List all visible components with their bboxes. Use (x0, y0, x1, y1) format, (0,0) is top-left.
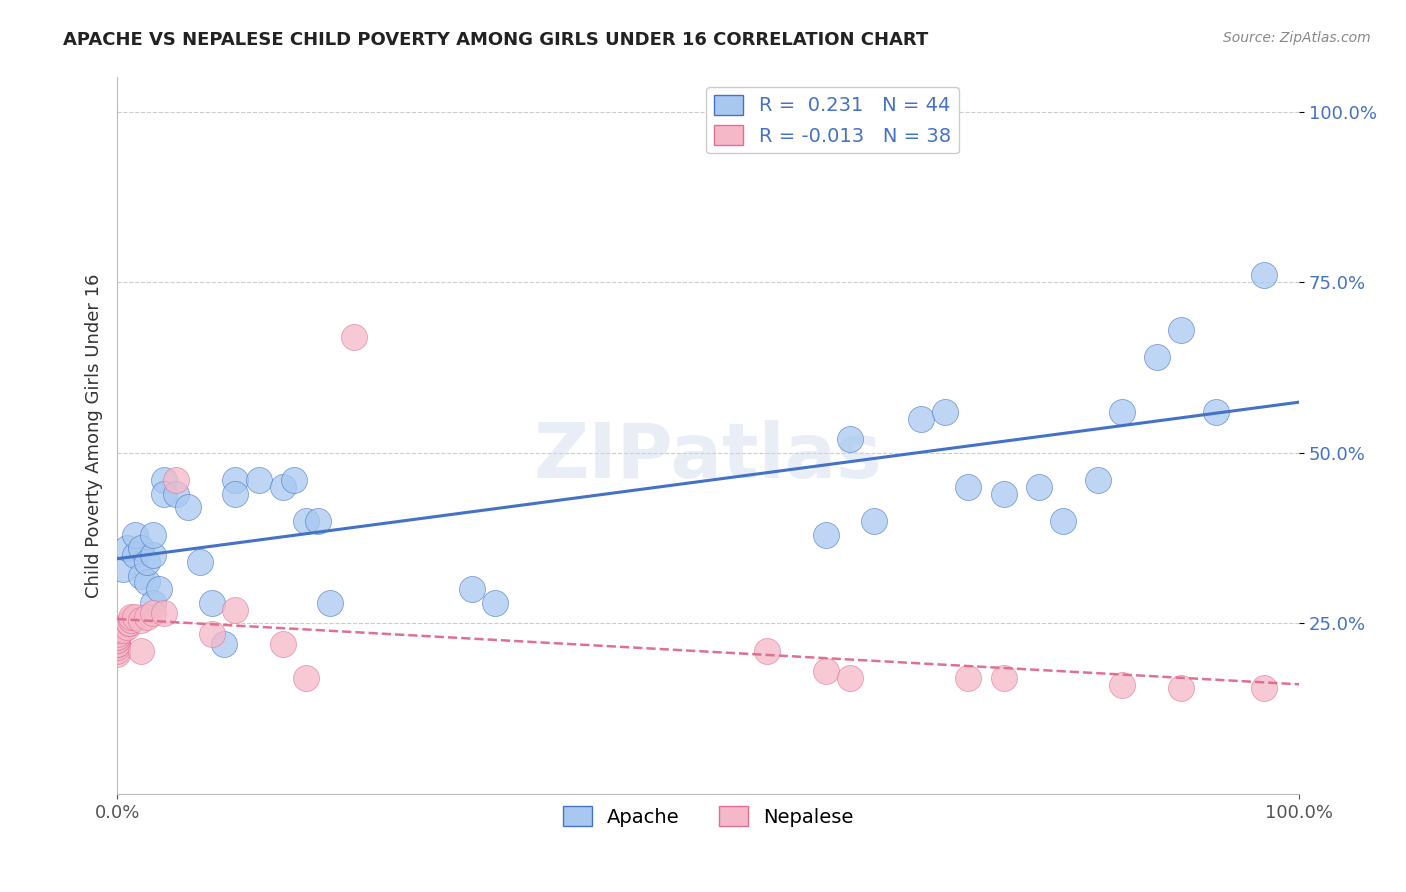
Point (295, 514, 318, 528)
Point (993, 487, 1015, 501)
Point (815, 664, 838, 678)
Point (224, 487, 246, 501)
Point (993, 671, 1015, 685)
Point (142, 606, 165, 620)
Point (142, 596, 165, 610)
Point (129, 568, 152, 582)
Point (118, 616, 141, 631)
Point (124, 609, 146, 624)
Point (271, 637, 294, 651)
Point (1253, 681, 1275, 696)
Point (815, 527, 838, 541)
Point (142, 527, 165, 541)
Point (105, 630, 128, 644)
Point (319, 596, 342, 610)
Point (1170, 681, 1192, 696)
Point (957, 671, 980, 685)
Point (105, 633, 128, 648)
Point (153, 473, 176, 487)
Point (342, 330, 364, 344)
Point (135, 575, 157, 590)
Point (105, 637, 128, 651)
Point (153, 487, 176, 501)
Point (129, 541, 152, 556)
Point (105, 647, 128, 661)
Point (201, 596, 224, 610)
Point (910, 411, 932, 425)
Point (295, 671, 318, 685)
Point (957, 480, 980, 494)
Point (177, 500, 200, 515)
Point (105, 637, 128, 651)
Point (484, 596, 506, 610)
Text: ZIPatlas: ZIPatlas (534, 420, 883, 494)
Y-axis label: Child Poverty Among Girls Under 16: Child Poverty Among Girls Under 16 (86, 274, 103, 598)
Point (105, 640, 128, 655)
Point (105, 630, 128, 644)
Point (1146, 351, 1168, 365)
Point (1253, 268, 1275, 283)
Point (271, 480, 294, 494)
Point (934, 405, 956, 419)
Point (224, 473, 246, 487)
Point (118, 616, 141, 631)
Point (839, 671, 862, 685)
Point (756, 644, 779, 658)
Point (120, 609, 142, 624)
Point (165, 473, 187, 487)
Point (862, 514, 884, 528)
Point (165, 487, 187, 501)
Point (129, 613, 152, 627)
Point (283, 473, 305, 487)
Point (105, 626, 128, 640)
Legend: Apache, Nepalese: Apache, Nepalese (555, 798, 862, 835)
Point (115, 541, 138, 556)
Point (153, 606, 176, 620)
Point (1111, 405, 1133, 419)
Point (1087, 473, 1109, 487)
Point (1205, 405, 1227, 419)
Point (135, 609, 157, 624)
Point (1170, 323, 1192, 337)
Point (112, 624, 135, 638)
Point (124, 548, 146, 562)
Point (105, 624, 128, 638)
Point (461, 582, 484, 597)
Point (105, 644, 128, 658)
Point (247, 473, 270, 487)
Point (148, 582, 170, 597)
Point (142, 548, 165, 562)
Text: Source: ZipAtlas.com: Source: ZipAtlas.com (1223, 31, 1371, 45)
Point (120, 613, 142, 627)
Point (188, 555, 211, 569)
Point (1028, 480, 1050, 494)
Point (224, 603, 246, 617)
Point (105, 633, 128, 648)
Point (1052, 514, 1074, 528)
Point (124, 527, 146, 541)
Point (307, 514, 329, 528)
Point (201, 626, 224, 640)
Point (212, 637, 235, 651)
Point (105, 637, 128, 651)
Point (135, 555, 157, 569)
Point (129, 644, 152, 658)
Point (839, 432, 862, 446)
Point (112, 562, 135, 576)
Point (115, 620, 138, 634)
Text: APACHE VS NEPALESE CHILD POVERTY AMONG GIRLS UNDER 16 CORRELATION CHART: APACHE VS NEPALESE CHILD POVERTY AMONG G… (63, 31, 928, 49)
Point (1111, 678, 1133, 692)
